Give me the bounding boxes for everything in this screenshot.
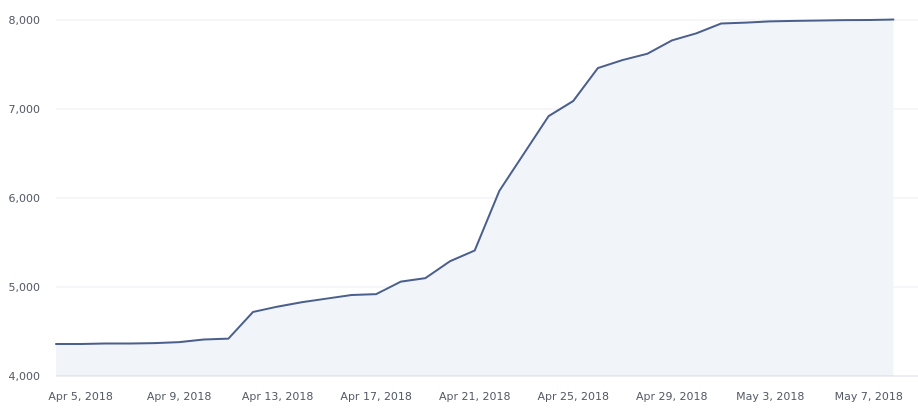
data-point [177, 340, 181, 344]
x-tick-label: Apr 5, 2018 [48, 390, 113, 403]
x-tick-label: Apr 9, 2018 [147, 390, 212, 403]
data-point [522, 152, 526, 156]
data-point [153, 341, 157, 345]
x-tick-label: Apr 29, 2018 [636, 390, 708, 403]
x-tick-label: Apr 25, 2018 [537, 390, 609, 403]
data-point [399, 280, 403, 284]
data-point [571, 99, 575, 103]
data-point [596, 66, 600, 70]
data-point [202, 338, 206, 342]
data-point [325, 297, 329, 301]
y-tick-label: 5,000 [9, 281, 41, 294]
data-point [694, 31, 698, 35]
data-point [768, 19, 772, 23]
data-point [251, 310, 255, 314]
x-axis-labels: Apr 5, 2018 Apr 9, 2018 Apr 13, 2018 Apr 17… [48, 390, 903, 403]
data-point [842, 18, 846, 22]
data-point [448, 259, 452, 263]
data-point [350, 293, 354, 297]
y-tick-label: 6,000 [9, 192, 41, 205]
data-point [79, 342, 83, 346]
data-point [226, 337, 230, 341]
data-point [374, 292, 378, 296]
data-point [891, 18, 895, 22]
data-point [867, 18, 871, 22]
data-point [547, 114, 551, 118]
data-point [719, 22, 723, 26]
data-point [670, 38, 674, 42]
y-tick-label: 7,000 [9, 103, 41, 116]
data-point [620, 58, 624, 62]
y-tick-label: 4,000 [9, 370, 41, 383]
x-tick-label: Apr 13, 2018 [242, 390, 314, 403]
data-point [276, 305, 280, 309]
data-point [423, 276, 427, 280]
y-tick-label: 8,000 [9, 14, 41, 27]
y-axis: 4,000 5,000 6,000 7,000 8,000 [9, 14, 41, 383]
data-point [744, 21, 748, 25]
data-point [300, 300, 304, 304]
data-point [128, 342, 132, 346]
data-point [103, 342, 107, 346]
x-tick-label: Apr 21, 2018 [439, 390, 511, 403]
data-point [818, 18, 822, 22]
data-point [793, 19, 797, 23]
data-point [645, 52, 649, 56]
data-point [473, 249, 477, 253]
data-point [54, 342, 58, 346]
data-point [497, 189, 501, 193]
x-tick-label: May 7, 2018 [835, 390, 903, 403]
x-tick-label: May 3, 2018 [736, 390, 804, 403]
x-tick-label: Apr 17, 2018 [340, 390, 412, 403]
